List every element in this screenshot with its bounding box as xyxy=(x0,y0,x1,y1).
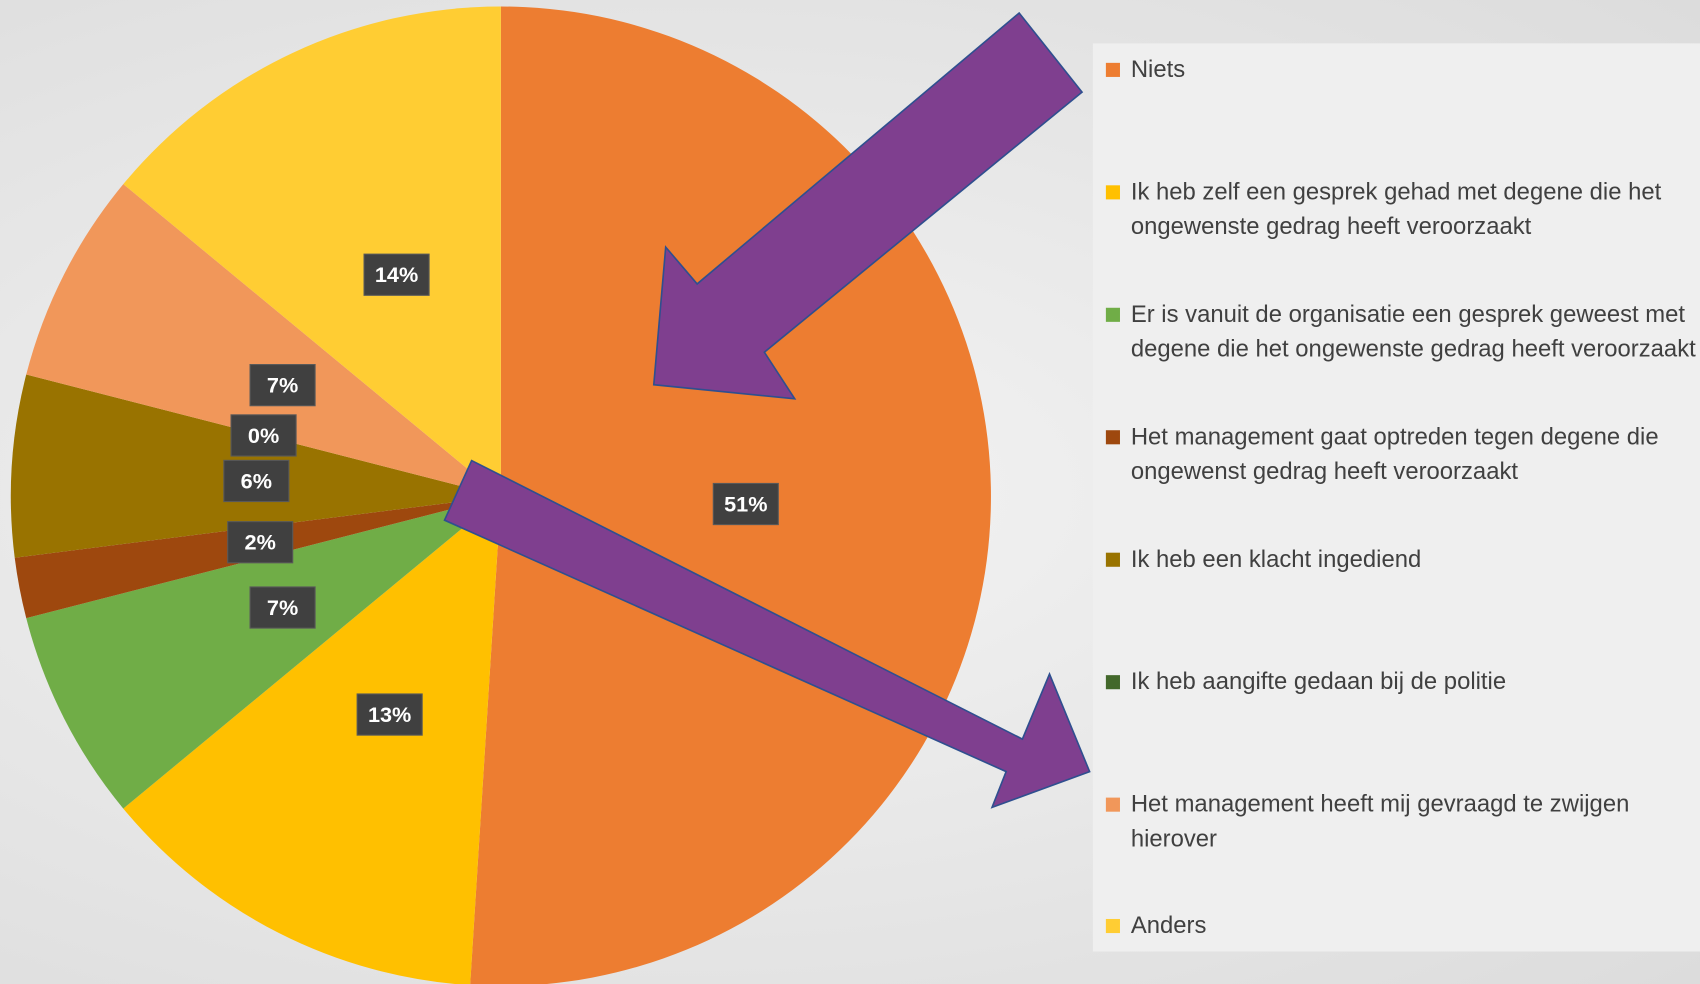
data-label-box xyxy=(223,459,290,503)
legend-label: Het management heeft mij gevraagd te zwi… xyxy=(1130,790,1630,852)
arrow xyxy=(652,11,1084,400)
legend-item: Het management gaat optreden tegen degen… xyxy=(1105,419,1697,488)
legend-label: Ik heb zelf een gesprek gehad met degene… xyxy=(1130,177,1662,240)
legend-swatch xyxy=(1105,62,1120,77)
data-label: 51% xyxy=(724,492,767,517)
legend-swatch xyxy=(1105,430,1120,445)
data-label-box xyxy=(227,521,294,564)
legend-item: Ik heb zelf een gesprek gehad met degene… xyxy=(1105,174,1697,243)
data-label: 14% xyxy=(375,262,418,287)
data-label: 0% xyxy=(248,423,279,448)
legend-item: Ik heb aangifte gedaan bij de politie xyxy=(1105,664,1697,699)
legend-label: Ik heb aangifte gedaan bij de politie xyxy=(1130,667,1507,695)
arrow xyxy=(443,459,1091,809)
legend-swatch xyxy=(1105,552,1120,567)
pie-slice xyxy=(123,496,501,984)
legend-item: Er is vanuit de organisatie een gesprek … xyxy=(1105,297,1697,366)
legend-item: Anders xyxy=(1105,908,1697,943)
data-label-box xyxy=(356,693,423,736)
data-label-box xyxy=(712,482,779,526)
legend-swatch xyxy=(1105,185,1120,200)
data-label: 2% xyxy=(245,530,276,555)
pie-slice xyxy=(26,184,501,497)
legend-swatch xyxy=(1105,675,1120,690)
legend-item: Ik heb een klacht ingediend xyxy=(1105,542,1697,577)
data-label-box xyxy=(249,586,316,629)
data-label: 7% xyxy=(267,595,298,620)
data-label: 13% xyxy=(368,702,411,727)
data-label-box xyxy=(363,253,430,296)
legend-panel xyxy=(1092,43,1700,952)
legend-swatch xyxy=(1105,307,1120,322)
legend-label: Anders xyxy=(1130,911,1207,939)
pie-slice xyxy=(26,496,501,809)
data-label: 7% xyxy=(267,373,298,398)
data-label: 6% xyxy=(241,468,272,493)
legend-label: Ik heb een klacht ingediend xyxy=(1130,545,1422,573)
data-labels: 51% 13% 7% 2% 6% 0% 7% 14% xyxy=(223,253,779,736)
pie-slice xyxy=(123,6,501,497)
legend-item: Het management heeft mij gevraagd te zwi… xyxy=(1105,787,1697,856)
data-label-box xyxy=(230,414,297,457)
data-label-box xyxy=(249,364,316,407)
legend-label: Er is vanuit de organisatie een gesprek … xyxy=(1130,300,1696,362)
legend-swatch xyxy=(1105,797,1120,812)
legend-label: Het management gaat optreden tegen degen… xyxy=(1130,422,1659,485)
legend-item: Niets xyxy=(1105,52,1697,87)
legend-label: Niets xyxy=(1130,55,1186,83)
legend-swatch xyxy=(1105,918,1120,934)
